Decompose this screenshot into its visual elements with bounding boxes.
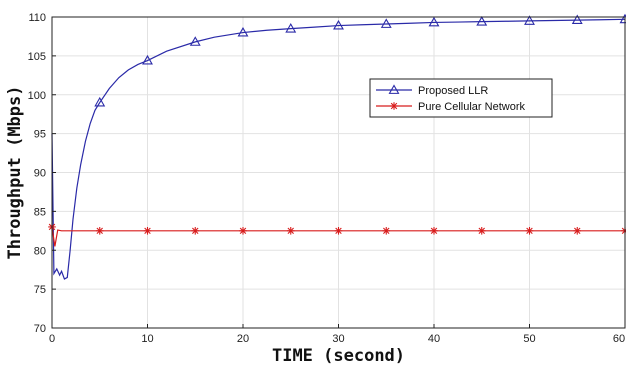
data-point-marker xyxy=(525,227,534,235)
data-point-marker xyxy=(380,18,392,28)
data-point-marker xyxy=(430,227,438,235)
legend-label: Pure Cellular Network xyxy=(418,101,525,113)
data-point-marker xyxy=(237,26,249,37)
data-point-marker xyxy=(143,227,152,235)
data-point-marker xyxy=(476,16,488,26)
y-tick-label: 95 xyxy=(34,129,46,141)
data-point-marker xyxy=(95,227,104,235)
y-tick-label: 70 xyxy=(34,323,46,335)
x-tick-label: 50 xyxy=(523,333,535,345)
data-point-marker xyxy=(239,227,247,235)
data-point-marker xyxy=(524,15,535,25)
data-point-marker xyxy=(382,227,391,235)
y-tick-label: 105 xyxy=(28,51,46,63)
legend-item: Pure Cellular Network xyxy=(376,101,525,113)
x-tick-label: 40 xyxy=(428,333,440,345)
legend-label: Proposed LLR xyxy=(418,85,488,97)
series-proposed-llr xyxy=(51,13,626,280)
legend-marker xyxy=(390,102,398,110)
data-point-marker xyxy=(334,227,343,235)
legend: Proposed LLR Pure Cellular Network xyxy=(369,78,553,118)
series-pure-cellular-network xyxy=(48,223,626,247)
y-tick-label: 110 xyxy=(28,12,46,24)
legend-box xyxy=(369,78,553,118)
data-point-marker xyxy=(142,54,153,65)
y-tick-label: 80 xyxy=(34,245,46,257)
x-tick-label: 60 xyxy=(613,333,625,345)
data-point-marker xyxy=(571,14,583,25)
y-axis-title: Throughput (Mbps) xyxy=(5,86,25,260)
data-point-marker xyxy=(286,227,295,235)
legend-marker xyxy=(388,84,400,94)
y-tick-label: 100 xyxy=(28,90,46,102)
x-axis-title: TIME (second) xyxy=(272,346,405,366)
x-tick-label: 10 xyxy=(141,333,153,345)
y-tick-label: 90 xyxy=(34,168,46,180)
y-tick-label: 85 xyxy=(34,206,46,218)
legend-item: Proposed LLR xyxy=(376,84,488,97)
data-point-marker xyxy=(189,36,201,46)
axis-ticks: 0 10 20 30 40 50 60 70 75 80 85 90 95 100 105 110 xyxy=(28,12,626,345)
x-tick-label: 0 xyxy=(49,333,55,345)
data-point-marker xyxy=(477,227,486,235)
data-point-marker xyxy=(428,16,440,27)
series-line xyxy=(51,226,625,247)
x-tick-label: 20 xyxy=(237,333,249,345)
series-layer xyxy=(48,13,626,280)
x-tick-label: 30 xyxy=(332,333,344,345)
data-point-marker xyxy=(94,96,106,107)
series-line xyxy=(51,18,626,280)
data-point-marker xyxy=(573,227,582,235)
data-point-marker xyxy=(285,23,297,33)
y-tick-label: 75 xyxy=(34,284,46,296)
data-point-marker xyxy=(333,19,344,30)
data-point-marker xyxy=(191,227,200,235)
